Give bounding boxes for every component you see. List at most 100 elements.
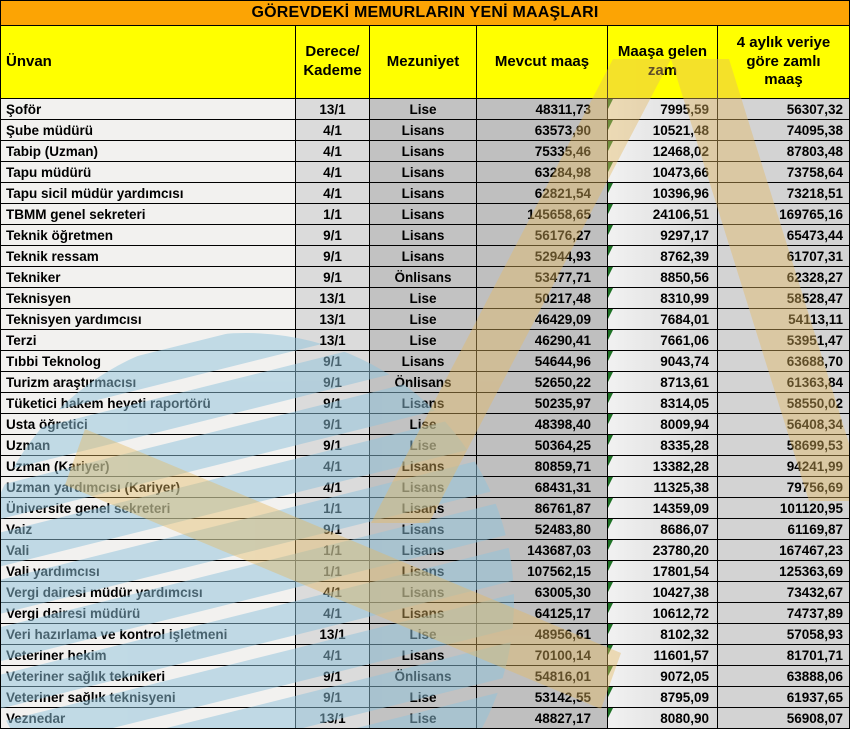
cell-zam: 13382,28 (608, 456, 718, 477)
formula-error-icon (608, 603, 613, 613)
table-row: Vaiz 9/1 Lisans 52483,80 8686,07 61169,8… (1, 519, 849, 540)
cell-zam: 17801,54 (608, 561, 718, 582)
cell-zamli: 56307,32 (718, 99, 849, 120)
table-row: Terzi 13/1 Lise 46290,41 7661,06 53951,4… (1, 330, 849, 351)
table-row: Vergi dairesi müdürü 4/1 Lisans 64125,17… (1, 603, 849, 624)
cell-derece: 9/1 (296, 414, 370, 435)
header-unvan: Ünvan (1, 26, 296, 98)
cell-zam: 8762,39 (608, 246, 718, 267)
formula-error-icon (608, 372, 613, 382)
cell-mezuniyet: Lise (370, 288, 477, 309)
cell-mevcut: 143687,03 (477, 540, 608, 561)
cell-unvan: Tıbbi Teknolog (1, 351, 296, 372)
cell-unvan: Tabip (Uzman) (1, 141, 296, 162)
cell-mevcut: 50235,97 (477, 393, 608, 414)
cell-zam: 8009,94 (608, 414, 718, 435)
cell-mezuniyet: Lisans (370, 141, 477, 162)
table-row: Şube müdürü 4/1 Lisans 63573,90 10521,48… (1, 120, 849, 141)
cell-mezuniyet: Lise (370, 414, 477, 435)
formula-error-icon (608, 582, 613, 592)
header-zam: Maaşa gelen zam (608, 26, 718, 98)
cell-mezuniyet: Lise (370, 309, 477, 330)
cell-zam-value: 8009,94 (660, 416, 709, 432)
cell-derece: 9/1 (296, 372, 370, 393)
table-row: Veteriner sağlık teknikeri 9/1 Önlisans … (1, 666, 849, 687)
cell-zamli: 73432,67 (718, 582, 849, 603)
cell-mevcut: 52944,93 (477, 246, 608, 267)
cell-unvan: Üniversite genel sekreteri (1, 498, 296, 519)
cell-zamli: 62328,27 (718, 267, 849, 288)
cell-unvan: Şoför (1, 99, 296, 120)
cell-derece: 13/1 (296, 330, 370, 351)
table-body: Şoför 13/1 Lise 48311,73 7995,59 56307,3… (1, 99, 849, 728)
cell-derece: 1/1 (296, 204, 370, 225)
cell-mezuniyet: Önlisans (370, 267, 477, 288)
cell-zam-value: 7995,59 (660, 101, 709, 117)
cell-zam-value: 10396,96 (652, 185, 709, 201)
cell-zam-value: 9072,05 (660, 668, 709, 684)
table-row: Usta öğretici 9/1 Lise 48398,40 8009,94 … (1, 414, 849, 435)
cell-derece: 4/1 (296, 141, 370, 162)
cell-zam-value: 8080,90 (660, 710, 709, 726)
cell-zam: 8102,32 (608, 624, 718, 645)
header-zamli: 4 aylık veriye göre zamlı maaş (718, 26, 849, 98)
cell-unvan: Teknik öğretmen (1, 225, 296, 246)
cell-mezuniyet: Lise (370, 708, 477, 728)
cell-mevcut: 53477,71 (477, 267, 608, 288)
table-row: Tekniker 9/1 Önlisans 53477,71 8850,56 6… (1, 267, 849, 288)
cell-zamli: 53951,47 (718, 330, 849, 351)
table-title: GÖREVDEKİ MEMURLARIN YENİ MAAŞLARI (1, 1, 849, 26)
cell-zamli: 73218,51 (718, 183, 849, 204)
header-mezuniyet: Mezuniyet (370, 26, 477, 98)
cell-unvan: Teknisyen (1, 288, 296, 309)
cell-zam-value: 13382,28 (652, 458, 709, 474)
cell-zam: 23780,20 (608, 540, 718, 561)
cell-zamli: 87803,48 (718, 141, 849, 162)
cell-zamli: 79756,69 (718, 477, 849, 498)
cell-zamli: 54113,11 (718, 309, 849, 330)
cell-mevcut: 50217,48 (477, 288, 608, 309)
formula-error-icon (608, 498, 613, 508)
table-row: Vali yardımcısı 1/1 Lisans 107562,15 178… (1, 561, 849, 582)
cell-zam: 10427,38 (608, 582, 718, 603)
cell-zamli: 101120,95 (718, 498, 849, 519)
cell-derece: 13/1 (296, 309, 370, 330)
cell-mezuniyet: Lisans (370, 603, 477, 624)
cell-mevcut: 107562,15 (477, 561, 608, 582)
cell-mevcut: 52650,22 (477, 372, 608, 393)
table-row: Uzman (Kariyer) 4/1 Lisans 80859,71 1338… (1, 456, 849, 477)
cell-derece: 9/1 (296, 393, 370, 414)
cell-mevcut: 63573,90 (477, 120, 608, 141)
header-derece: Derece/ Kademe (296, 26, 370, 98)
cell-mevcut: 56176,27 (477, 225, 608, 246)
cell-zam: 8713,61 (608, 372, 718, 393)
table-row: Tıbbi Teknolog 9/1 Lisans 54644,96 9043,… (1, 351, 849, 372)
cell-derece: 9/1 (296, 246, 370, 267)
cell-zam-value: 8310,99 (660, 290, 709, 306)
cell-zamli: 61937,65 (718, 687, 849, 708)
cell-mezuniyet: Lise (370, 624, 477, 645)
cell-zamli: 94241,99 (718, 456, 849, 477)
cell-unvan: Veteriner hekim (1, 645, 296, 666)
cell-derece: 9/1 (296, 519, 370, 540)
table-row: Teknik öğretmen 9/1 Lisans 56176,27 9297… (1, 225, 849, 246)
table-row: Tüketici hakem heyeti raportörü 9/1 Lisa… (1, 393, 849, 414)
cell-zam: 8686,07 (608, 519, 718, 540)
formula-error-icon (608, 645, 613, 655)
cell-mevcut: 52483,80 (477, 519, 608, 540)
cell-zam-value: 8762,39 (660, 248, 709, 264)
cell-zam-value: 17801,54 (652, 563, 709, 579)
cell-unvan: Vaiz (1, 519, 296, 540)
cell-mezuniyet: Lise (370, 687, 477, 708)
cell-derece: 9/1 (296, 687, 370, 708)
cell-zamli: 61707,31 (718, 246, 849, 267)
formula-error-icon (608, 708, 613, 718)
cell-unvan: Şube müdürü (1, 120, 296, 141)
cell-zamli: 58699,53 (718, 435, 849, 456)
formula-error-icon (608, 687, 613, 697)
cell-zam: 8080,90 (608, 708, 718, 728)
table-row: Teknik ressam 9/1 Lisans 52944,93 8762,3… (1, 246, 849, 267)
cell-mevcut: 46429,09 (477, 309, 608, 330)
cell-mezuniyet: Önlisans (370, 666, 477, 687)
